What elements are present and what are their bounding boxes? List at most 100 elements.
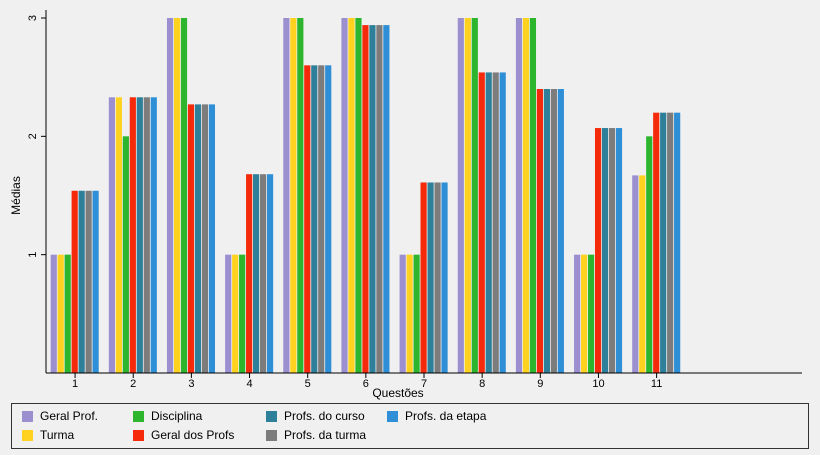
bar <box>383 25 390 373</box>
bar <box>355 18 362 373</box>
bar <box>362 25 369 373</box>
chart-area: 1 2 3 1 2 3 4 5 6 7 8 9 10 11 Questões Médias <box>9 10 802 400</box>
bar <box>115 97 122 373</box>
legend-swatch <box>133 410 144 422</box>
x-tick-label: 2 <box>130 378 136 390</box>
legend-label: Profs. do curso <box>284 409 365 423</box>
bar <box>348 18 355 373</box>
bar <box>420 182 427 373</box>
bar <box>529 18 537 373</box>
bar <box>557 89 564 373</box>
bar <box>667 112 674 374</box>
x-tick-label: 9 <box>537 378 543 390</box>
bar <box>290 18 297 373</box>
bar-chart: 1 2 3 1 2 3 4 5 6 7 8 9 10 11 Questões Médias <box>9 10 802 400</box>
x-tick-label: 7 <box>421 378 427 390</box>
bar <box>266 174 274 373</box>
bars-group <box>50 18 681 374</box>
legend-swatch <box>133 429 144 441</box>
legend-label: Geral dos Profs <box>151 428 235 442</box>
bar <box>471 18 478 373</box>
bar <box>478 72 485 374</box>
bar <box>646 136 653 373</box>
legend-item: Profs. da turma <box>266 428 366 442</box>
bar <box>136 97 143 373</box>
legend-swatch <box>266 429 277 441</box>
bar <box>341 18 348 373</box>
bar <box>129 97 136 373</box>
bar <box>406 254 413 373</box>
bar <box>427 182 434 373</box>
y-tick-label: 1 <box>27 252 39 258</box>
bar <box>122 136 129 373</box>
bar <box>369 25 376 373</box>
bar <box>187 104 195 373</box>
legend-label: Turma <box>40 428 75 442</box>
bar <box>239 254 246 373</box>
x-axis-title: Questões <box>372 386 423 400</box>
bar <box>376 25 383 373</box>
bar <box>71 190 78 373</box>
bar <box>150 97 157 373</box>
bar <box>78 190 85 373</box>
legend-swatch <box>266 410 277 422</box>
bar <box>632 175 639 373</box>
bar <box>574 254 581 373</box>
bar <box>246 174 253 373</box>
bar <box>50 254 57 373</box>
x-tick-label: 11 <box>651 378 662 390</box>
bar <box>304 65 311 373</box>
legend-item: Turma <box>22 428 74 442</box>
bar <box>515 18 523 373</box>
bar <box>166 18 174 373</box>
bar <box>608 128 616 373</box>
x-tick-label: 5 <box>305 378 311 390</box>
bar <box>173 18 181 373</box>
bar <box>587 254 595 373</box>
bar <box>581 254 588 373</box>
x-tick-label: 8 <box>479 378 485 390</box>
bar <box>674 112 681 374</box>
bar <box>399 254 406 373</box>
bar <box>85 190 92 373</box>
legend-label: Disciplina <box>151 409 203 423</box>
bar <box>492 72 499 374</box>
x-tick-label: 1 <box>72 378 78 390</box>
legend-item: Geral Prof. <box>22 409 98 423</box>
x-ticks-group: 1 2 3 4 5 6 7 8 9 10 11 <box>72 373 662 390</box>
bar <box>64 254 71 373</box>
bar <box>441 182 448 373</box>
bar <box>543 89 550 373</box>
legend-label: Geral Prof. <box>40 409 99 423</box>
bar <box>143 97 150 373</box>
legend-item: Profs. da etapa <box>387 409 486 423</box>
x-tick-label: 4 <box>246 378 252 390</box>
bar <box>660 112 667 374</box>
y-ticks-group: 1 2 3 <box>27 15 46 258</box>
bar <box>639 175 646 373</box>
bar <box>194 104 202 373</box>
bar <box>283 18 290 373</box>
bar <box>208 104 216 373</box>
bar <box>260 174 267 373</box>
bar <box>522 18 530 373</box>
bar <box>57 254 64 373</box>
bar <box>594 128 602 373</box>
legend-label: Profs. da etapa <box>405 409 487 423</box>
bar <box>325 65 332 373</box>
bar <box>653 112 660 374</box>
legend-label: Profs. da turma <box>284 428 367 442</box>
legend-swatch <box>22 429 33 441</box>
legend-item: Profs. do curso <box>266 409 365 423</box>
bar <box>253 174 260 373</box>
bar <box>318 65 325 373</box>
bar <box>201 104 209 373</box>
bar <box>92 190 99 373</box>
legend: Geral Prof. Turma Disciplina Geral dos Prof… <box>11 403 809 449</box>
bar <box>550 89 557 373</box>
bar <box>108 97 115 373</box>
y-tick-label: 3 <box>27 15 39 21</box>
bar <box>499 72 506 374</box>
bar <box>601 128 609 373</box>
bar <box>615 128 623 373</box>
